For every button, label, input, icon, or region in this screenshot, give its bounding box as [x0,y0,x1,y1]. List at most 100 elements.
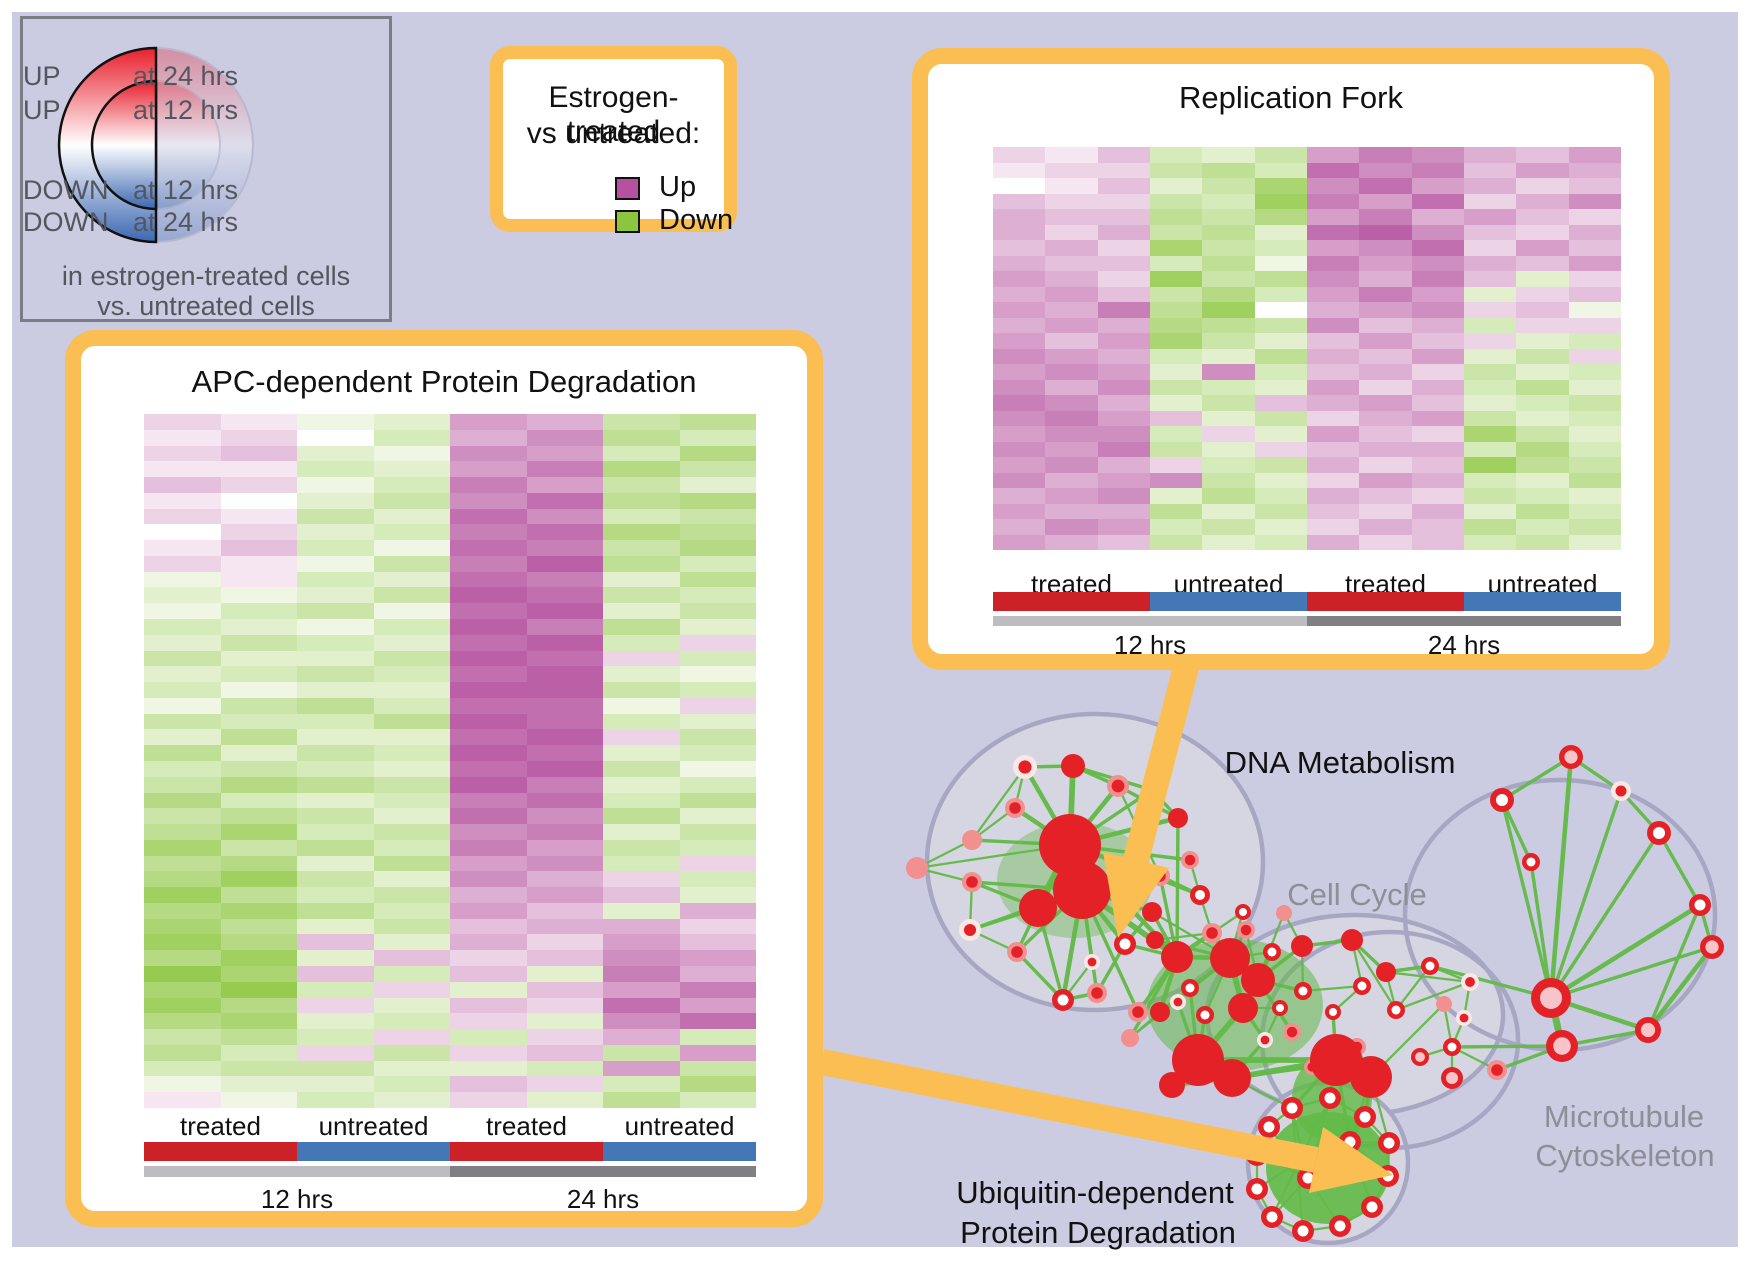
heatmap-cell-apc-42-3 [373,1076,450,1093]
heatmap-cell-apc-30-1 [220,887,297,903]
heatmap-cell-apc-43-3 [373,1092,450,1108]
heatmap-cell-rep-13-2 [1097,348,1150,364]
heatmap-cell-apc-38-6 [603,1013,680,1030]
heatmap-cell-rep-6-7 [1359,240,1412,256]
heatmap-cell-apc-27-3 [373,839,450,856]
heatmap-cell-rep-8-0 [993,271,1046,287]
heatmap-cell-rep-10-2 [1097,302,1150,318]
heatmap-cell-apc-39-6 [603,1029,680,1045]
heatmap-cell-apc-37-7 [679,997,756,1014]
heatmap-cell-apc-0-1 [220,414,297,430]
heatmap-cell-apc-42-6 [603,1076,680,1093]
heatmap-cell-rep-1-4 [1202,162,1255,178]
heatmap-cell-apc-15-3 [373,650,450,667]
heatmap-cell-apc-39-4 [450,1029,527,1045]
heatmap-cell-apc-22-1 [220,760,297,777]
heatmap-cell-apc-31-3 [373,902,450,919]
heatmap-cell-apc-7-3 [373,524,450,541]
heatmap-cell-rep-2-8 [1411,178,1464,194]
heatmap-cell-apc-17-3 [373,682,450,698]
heatmap-cell-apc-17-7 [679,682,756,698]
heatmap-cell-rep-16-11 [1568,395,1621,411]
heatmap-cell-apc-12-7 [679,603,756,620]
heatmap-cell-rep-13-3 [1149,348,1203,364]
heatmap-cell-apc-19-2 [297,713,374,730]
time-label-rep-1: 24 hrs [1427,630,1501,660]
heatmap-cell-apc-41-2 [297,1060,374,1077]
heatmap-cell-rep-2-7 [1359,178,1412,194]
heatmap-cell-rep-22-7 [1359,488,1412,504]
heatmap-cell-rep-12-2 [1097,333,1150,349]
replication-fork-heatmap [993,147,1621,550]
heatmap-cell-apc-32-0 [144,918,221,935]
heatmap-cell-rep-14-8 [1411,364,1464,380]
heatmap-cell-rep-8-7 [1359,271,1412,287]
heatmap-cell-apc-11-7 [679,587,756,604]
heatmap-cell-apc-33-6 [603,934,680,951]
heatmap-cell-rep-21-3 [1149,472,1203,488]
heatmap-cell-rep-15-1 [1045,379,1098,395]
heatmap-cell-apc-10-4 [450,571,527,588]
heatmap-cell-apc-15-2 [297,650,374,667]
heatmap-cell-apc-23-5 [526,776,603,793]
heatmap-cell-rep-24-0 [993,519,1046,535]
heatmap-cell-apc-1-2 [297,429,374,446]
heatmap-cell-apc-37-3 [373,997,450,1014]
heatmap-cell-apc-6-3 [373,508,450,525]
heatmap-cell-rep-12-6 [1306,333,1360,349]
heatmap-cell-rep-18-8 [1411,426,1464,442]
heatmap-cell-apc-20-1 [220,729,297,746]
heatmap-cell-apc-35-2 [297,966,374,982]
heatmap-cell-rep-20-1 [1045,457,1098,473]
heatmap-cell-apc-9-4 [450,555,527,572]
heatmap-cell-rep-14-7 [1359,364,1412,380]
heatmap-cell-apc-0-0 [144,414,221,430]
heatmap-cell-rep-2-11 [1568,178,1621,194]
heatmap-cell-apc-24-1 [220,792,297,809]
heatmap-cell-rep-10-6 [1306,302,1360,318]
heatmap-cell-apc-35-0 [144,966,221,982]
heatmap-cell-apc-29-3 [373,871,450,888]
heatmap-cell-apc-40-2 [297,1044,374,1061]
heatmap-cell-rep-23-7 [1359,503,1412,519]
heatmap-cell-apc-36-4 [450,981,527,998]
heatmap-cell-rep-24-11 [1568,519,1621,535]
heatmap-cell-rep-10-7 [1359,302,1412,318]
heatmap-cell-apc-11-3 [373,587,450,604]
heatmap-cell-rep-20-11 [1568,457,1621,473]
heatmap-cell-apc-26-0 [144,824,221,840]
heatmap-cell-rep-1-11 [1568,162,1621,178]
heatmap-cell-rep-11-6 [1306,317,1360,333]
heatmap-cell-rep-8-5 [1254,271,1307,287]
heatmap-cell-rep-9-2 [1097,286,1150,302]
heatmap-cell-apc-29-6 [603,871,680,888]
heatmap-cell-apc-38-1 [220,1013,297,1030]
heatmap-cell-rep-16-10 [1516,395,1569,411]
heatmap-cell-rep-5-9 [1463,224,1517,240]
heatmap-cell-apc-8-5 [526,540,603,556]
heatmap-cell-apc-30-5 [526,887,603,903]
heatmap-cell-apc-5-7 [679,492,756,509]
heatmap-cell-rep-11-10 [1516,317,1569,333]
heatmap-cell-apc-17-4 [450,682,527,698]
heatmap-cell-apc-7-6 [603,524,680,541]
heatmap-cell-apc-6-6 [603,508,680,525]
heatmap-cell-apc-26-2 [297,824,374,840]
heatmap-cell-rep-22-5 [1254,488,1307,504]
network-label-ubiquitin-2: Protein Degradation [960,1215,1236,1250]
heatmap-cell-apc-3-2 [297,461,374,478]
heatmap-cell-rep-0-0 [993,147,1046,163]
heatmap-cell-rep-20-0 [993,457,1046,473]
heatmap-cell-rep-4-10 [1516,209,1569,225]
heatmap-cell-rep-3-7 [1359,193,1412,209]
heatmap-cell-rep-19-0 [993,441,1046,457]
heatmap-cell-rep-21-11 [1568,472,1621,488]
heatmap-cell-apc-0-2 [297,414,374,430]
heatmap-cell-rep-7-10 [1516,255,1569,271]
heatmap-cell-apc-43-5 [526,1092,603,1108]
heatmap-cell-rep-10-10 [1516,302,1569,318]
heatmap-cell-apc-25-4 [450,808,527,825]
heatmap-cell-rep-5-5 [1254,224,1307,240]
network-label-dna: DNA Metabolism [1224,745,1456,780]
heatmap-cell-apc-1-7 [679,429,756,446]
